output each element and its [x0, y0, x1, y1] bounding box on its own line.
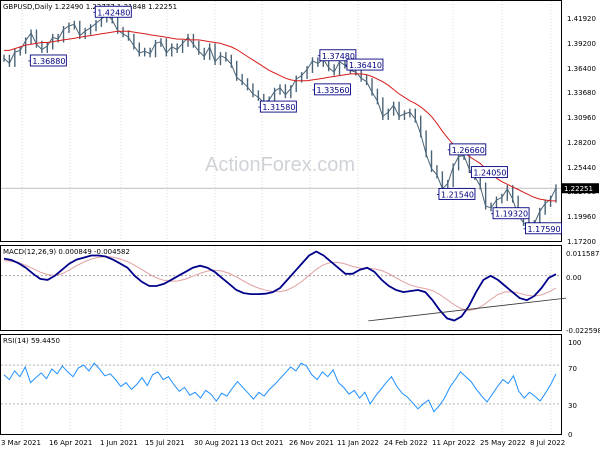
- price-y-tick: 1.19960: [567, 213, 596, 221]
- price-panel-frame: [0, 0, 562, 242]
- rsi-y-tick: 0: [568, 431, 572, 439]
- macd-layer: [1, 246, 567, 330]
- price-y-tick: 1.17200: [567, 238, 596, 246]
- price-close-line: [3, 14, 557, 229]
- label-text: 1.42480: [97, 8, 130, 17]
- x-tick: 11 Jan 2022: [337, 439, 379, 447]
- label-text: 1.21540: [441, 190, 474, 199]
- macd-y-tick: 0.00: [566, 274, 582, 282]
- macd-header: MACD(12,26,9) 0.000849 -0.004582: [3, 248, 130, 256]
- rsi-line: [3, 362, 557, 413]
- x-tick: 8 Jul 2022: [530, 439, 565, 447]
- label-box: [319, 49, 357, 62]
- watermark: ActionForex.com: [205, 154, 355, 176]
- label-text: 1.36880: [32, 57, 65, 66]
- support-resistance-label: 1.26660: [447, 143, 487, 156]
- current-price-tag-text: 1.22251: [564, 185, 593, 193]
- rsi-header: RSI(14) 59.4450: [3, 337, 60, 345]
- x-tick: 24 Feb 2022: [384, 439, 428, 447]
- x-axis-ticks: 3 Mar 2021 16 Apr 2021 1 Jun 2021 15 Jul…: [1, 439, 565, 447]
- macd-y-ticks: 0.011587 0.00 -0.022598: [566, 250, 600, 335]
- price-header: GBPUSD,Daily 1.22490 1.22777 1.21848 1.2…: [3, 3, 177, 11]
- label-text: 1.24050: [473, 169, 506, 178]
- x-tick: 30 Aug 2021: [194, 439, 239, 447]
- price-y-tick: 1.30960: [567, 114, 596, 122]
- rsi-y-tick: 100: [568, 339, 581, 347]
- label-box: [259, 100, 297, 113]
- label-box: [29, 54, 67, 67]
- support-resistance-label: 1.21540: [436, 187, 476, 200]
- label-text: 1.37480: [322, 52, 355, 61]
- support-resistance-label: 1.42480: [93, 5, 132, 18]
- support-resistance-label: 1.24050: [469, 166, 508, 179]
- label-box: [346, 58, 384, 71]
- support-resistance-label: 1.33560: [312, 83, 351, 96]
- support-resistance-label: 1.36880: [28, 54, 67, 67]
- label-box: [94, 5, 132, 18]
- macd-y-tick: -0.022598: [566, 327, 600, 335]
- label-box: [314, 83, 351, 96]
- x-tick: 25 May 2022: [480, 439, 526, 447]
- x-tick: 11 Apr 2022: [432, 439, 475, 447]
- price-y-tick: 1.28200: [567, 139, 596, 147]
- macd-signal-line: [3, 255, 557, 312]
- label-box: [438, 187, 476, 200]
- rsi-y-ticks: 100 70 30 0: [568, 339, 581, 439]
- x-tick: 1 Jun 2021: [100, 439, 138, 447]
- support-resistance-label: 1.37480: [317, 49, 357, 62]
- label-box: [525, 222, 562, 235]
- price-y-tick: 1.25440: [567, 164, 596, 172]
- rsi-y-tick: 30: [568, 402, 577, 410]
- x-tick: 13 Oct 2021: [240, 439, 283, 447]
- macd-line: [3, 250, 557, 322]
- price-y-tick: 1.39200: [567, 40, 596, 48]
- rsi-y-tick: 70: [568, 365, 577, 373]
- label-text: 1.17590: [528, 225, 561, 234]
- current-price-tag: [562, 183, 599, 194]
- support-resistance-label: 1.19320: [491, 207, 530, 220]
- x-tick: 15 Jul 2021: [145, 439, 185, 447]
- price-y-ticks: 1.41920 1.39200 1.36400 1.33680 1.30960 …: [567, 15, 596, 246]
- rsi-layer: [1, 335, 561, 434]
- label-text: 1.31580: [262, 103, 295, 112]
- price-y-tick: 1.33680: [567, 89, 596, 97]
- label-box: [470, 166, 508, 179]
- label-text: 1.26660: [452, 146, 485, 155]
- label-text: 1.33560: [316, 86, 349, 95]
- price-y-tick: 1.41920: [567, 15, 596, 23]
- x-tick: 16 Apr 2021: [49, 439, 92, 447]
- x-tick: 26 Nov 2021: [289, 439, 334, 447]
- support-resistance-label: 1.31580: [258, 100, 297, 113]
- rsi-panel-frame: [0, 334, 562, 435]
- label-box: [449, 143, 487, 156]
- label-box: [492, 207, 530, 220]
- support-resistance-label: 1.36410: [344, 58, 384, 71]
- price-y-tick: 1.36400: [567, 65, 596, 73]
- macd-trendline: [368, 297, 567, 322]
- label-text: 1.19320: [495, 210, 528, 219]
- label-text: 1.36410: [349, 61, 382, 70]
- x-tick: 3 Mar 2021: [1, 439, 41, 447]
- support-resistance-label: 1.17590: [523, 222, 562, 235]
- macd-y-tick: 0.011587: [566, 250, 599, 258]
